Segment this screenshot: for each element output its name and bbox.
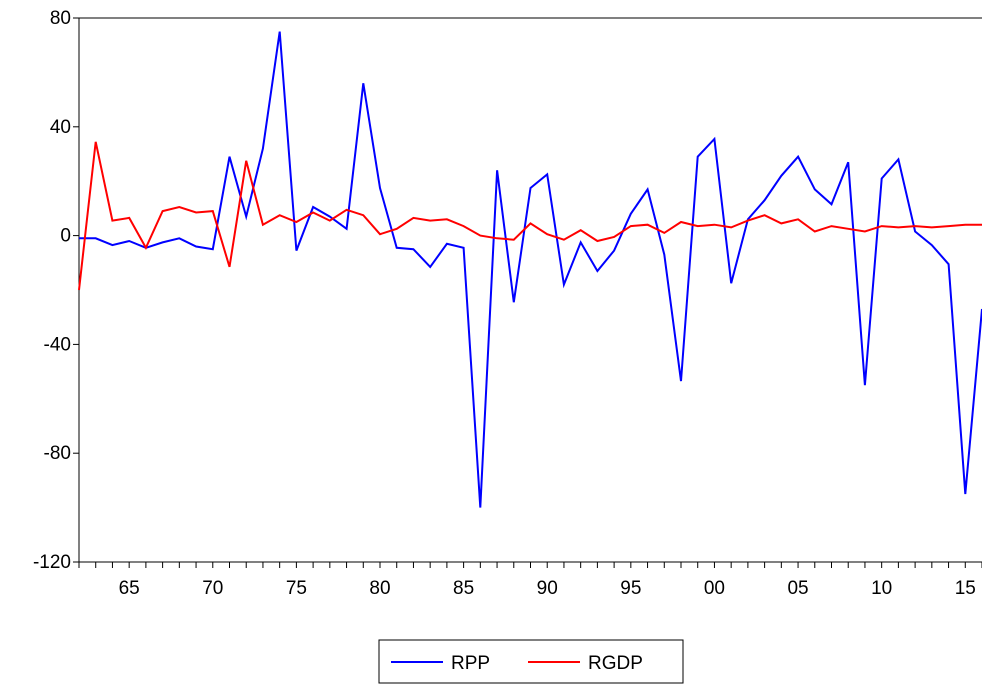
x-tick-label: 00 — [704, 578, 725, 599]
x-tick-label: 15 — [955, 578, 976, 599]
y-tick-label: 40 — [50, 117, 71, 138]
x-tick-label: 95 — [620, 578, 641, 599]
y-axis: 80 40 0 -40 -80 -120 — [33, 8, 79, 573]
y-tick-label: -120 — [33, 552, 71, 573]
x-tick-label: 75 — [286, 578, 307, 599]
series-line-rpp — [79, 31, 982, 508]
legend: RPP RGDP — [378, 639, 684, 684]
y-tick-label: -40 — [44, 334, 71, 355]
legend-label-rgdp: RGDP — [588, 653, 643, 674]
x-tick-label: 80 — [369, 578, 390, 599]
y-tick-label: 0 — [60, 226, 71, 247]
series-layer — [78, 31, 982, 508]
x-tick-label: 70 — [202, 578, 223, 599]
y-tick-label: -80 — [44, 443, 71, 464]
x-tick-label: 90 — [537, 578, 558, 599]
x-tick-label: 10 — [871, 578, 892, 599]
x-tick-label: 85 — [453, 578, 474, 599]
y-tick-label: 80 — [50, 8, 71, 29]
x-axis: 65 70 75 80 85 90 95 00 05 10 15 — [78, 562, 982, 599]
legend-label-rpp: RPP — [451, 653, 490, 674]
plot-frame — [78, 17, 982, 563]
x-tick-label: 65 — [119, 578, 140, 599]
series-line-rgdp — [78, 141, 982, 291]
x-tick-label: 05 — [787, 578, 808, 599]
